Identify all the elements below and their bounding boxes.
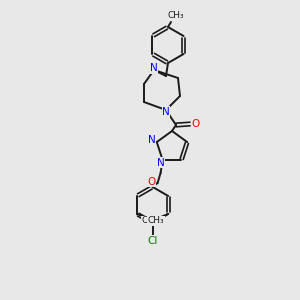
Text: O: O xyxy=(192,119,200,129)
Text: N: N xyxy=(150,63,158,73)
Text: Cl: Cl xyxy=(147,236,158,246)
Text: CH₃: CH₃ xyxy=(142,216,158,225)
Text: CH₃: CH₃ xyxy=(148,216,164,225)
Text: N: N xyxy=(162,107,170,117)
Text: CH₃: CH₃ xyxy=(168,11,184,20)
Text: N: N xyxy=(148,135,156,145)
Text: N: N xyxy=(157,158,164,168)
Text: O: O xyxy=(148,177,156,187)
